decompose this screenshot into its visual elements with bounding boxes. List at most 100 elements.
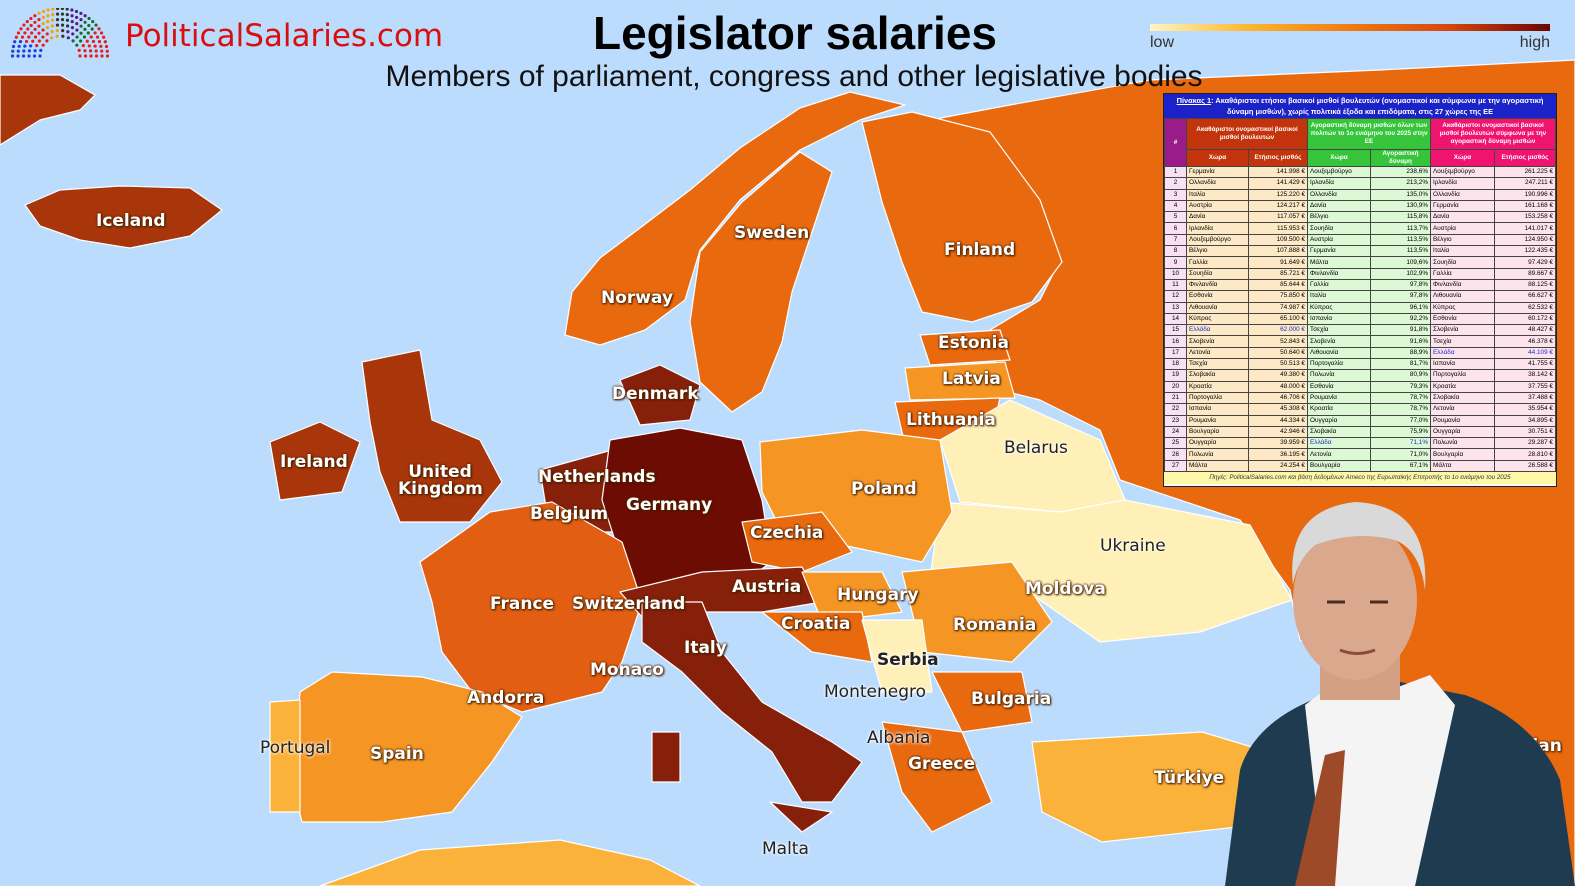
table-cell: 23 [1164,414,1187,427]
country-hungary [801,571,903,623]
table-row: 13 Λιθουανία 74.987 € Κύπρος 96,1% Κύπρος 62.5… [1164,301,1556,314]
table-cell: Πολωνία [1186,448,1249,461]
table-cell: Ιταλία [1430,245,1496,258]
table-cell: 71,1% [1369,437,1432,450]
label-poland: Poland [851,479,917,499]
table-cell: 42.946 € [1248,425,1308,439]
table-cell: 22 [1164,403,1187,416]
logo-seat [70,14,74,18]
table-cell: Κύπρος [1430,301,1496,314]
country-ireland [269,421,361,501]
table-cell: Πολωνία [1307,369,1371,382]
hair [1292,502,1426,590]
table-cell: Βέλγιο [1307,211,1371,224]
table-cell: 107.888 € [1248,245,1308,258]
table-cell: Κύπρος [1186,312,1249,326]
label-belgium: Belgium [530,504,609,524]
table-cell: Δανία [1307,199,1371,213]
table-cell: 24.254 € [1248,459,1308,473]
logo-seat [38,54,42,58]
logo-seat [11,49,15,53]
logo-seat [70,26,75,30]
logo-seat [75,35,79,39]
country-portugal [269,699,301,813]
table-cell: Λουξεμβούργο [1430,165,1496,179]
table-cell: Ελλάδα [1186,324,1249,337]
logo-seat [22,49,26,53]
logo-seat [23,31,27,35]
table-cell: 66.627 € [1494,290,1556,303]
table-row: 16 Σλοβενία 52.843 € Σλοβενία 91,6% Τσεχία 46.… [1164,335,1556,348]
label-finland: Finland [944,240,1016,260]
logo-seat [70,20,74,24]
table-cell: 29.287 € [1494,437,1556,450]
table-cell: 109,6% [1369,256,1432,269]
table-cell: 45.308 € [1248,403,1308,416]
label-romania: Romania [953,615,1037,635]
tie [1295,750,1345,886]
logo-seat [33,20,37,24]
table-cell: 115,8% [1369,211,1432,224]
logo-seat [60,8,65,11]
table-row: 20 Κροατία 48.000 € Εσθονία 79,3% Κροατία 37.7… [1164,380,1556,393]
table-cell: 71,0% [1369,448,1432,461]
logo-seat [88,49,93,53]
logo-seat [50,24,54,28]
table-cell: Ελλάδα [1307,437,1371,450]
table-cell: Γερμανία [1430,199,1496,213]
table-cell: Λιθουανία [1430,290,1496,303]
logo-seat [17,44,21,48]
table-cell: 62.000 € [1248,324,1308,337]
logo-seat [60,23,65,27]
logo-seat [55,34,59,38]
table-cell: Ισπανία [1186,403,1249,416]
label-austria: Austria [732,577,802,597]
label-france: France [490,594,555,614]
country-greece [881,721,993,833]
logo-seat [33,35,38,39]
logo-seat [83,20,87,24]
table-cell: Αυστρία [1430,222,1496,235]
logo-seat [85,39,89,43]
logo-seat [91,39,96,44]
table-cell: 24 [1164,425,1187,439]
logo-seat [20,35,25,39]
table-cell: 75,9% [1369,425,1432,439]
table-cell: 89.667 € [1494,267,1556,280]
table-cell: Σουηδία [1186,267,1249,280]
table-cell: 125.220 € [1248,188,1308,201]
logo-seat [93,31,97,35]
logo-seat [99,44,103,48]
logo-seat [99,31,104,35]
logo-seat [74,9,79,14]
logo-seat [32,54,37,58]
label-ukraine: Ukraine [1100,536,1166,556]
country-italy [641,601,863,803]
logo-seat [75,21,79,26]
site-name[interactable]: PoliticalSalaries.com [125,18,444,54]
table-cell: Λουξεμβούργο [1186,233,1249,247]
table-cell: 78,7% [1369,403,1432,416]
logo-seat [29,44,33,48]
country-estonia [919,329,1011,366]
logo-seat [60,17,65,22]
logo-seat [79,31,83,35]
table-cell: 44.334 € [1248,414,1308,427]
header-number: # [1164,118,1187,167]
table-cell: Μάλτα [1186,459,1249,473]
table-cell: Σλοβακία [1430,391,1496,405]
table-cell: 26 [1164,448,1187,461]
table-cell: 48.000 € [1248,380,1308,393]
logo-seat [87,23,91,28]
table-cell: 12 [1164,290,1187,303]
table-cell: Ιταλία [1186,188,1249,201]
table-cell: 13 [1164,301,1187,314]
table-cell: 161.168 € [1494,199,1556,213]
country-iceland [24,185,223,249]
logo-seat [66,36,70,40]
logo-seat [100,54,104,58]
logo-seat [45,26,50,30]
table-cell: 28.810 € [1494,448,1556,461]
logo-seat [89,35,93,39]
table-cell: 2 [1164,177,1187,190]
